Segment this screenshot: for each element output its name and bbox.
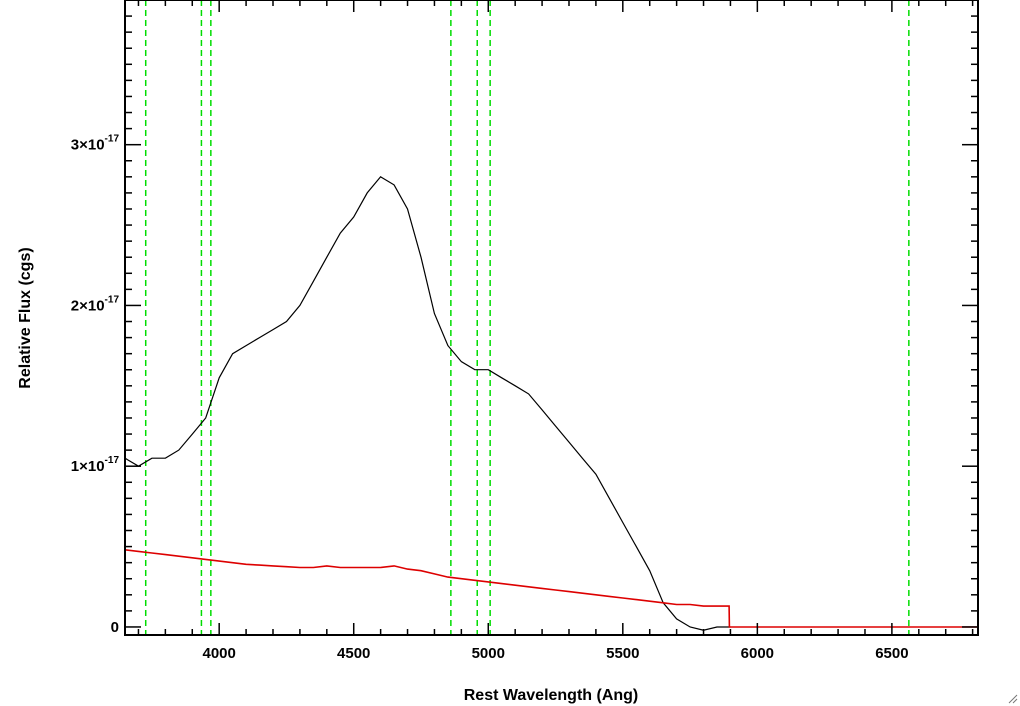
y-tick-mantissa: 0 xyxy=(111,619,119,636)
x-axis: 4000 4500 5000 5500 6000 6500 xyxy=(137,0,974,662)
y-tick-label: 3×10-17 xyxy=(71,134,120,154)
x-tick-label: 6000 xyxy=(741,645,774,662)
y-tick-mantissa: 3×10 xyxy=(71,137,105,154)
x-tick-label: 5000 xyxy=(472,645,505,662)
y-tick-label: 1×10-17 xyxy=(71,455,120,475)
series-line-1 xyxy=(124,549,978,628)
y-tick-mantissa: 2×10 xyxy=(71,297,105,314)
y-axis: 01×10-172×10-173×10-17 xyxy=(71,15,978,636)
plot-frame xyxy=(124,0,979,636)
x-axis-label: Rest Wavelength (Ang) xyxy=(464,687,639,704)
y-axis-label: Relative Flux (cgs) xyxy=(17,247,34,388)
series-line-0 xyxy=(124,176,731,631)
reference-lines xyxy=(144,0,910,635)
y-tick-exponent: -17 xyxy=(105,455,120,466)
y-tick-exponent: -17 xyxy=(105,294,120,305)
x-tick-label: 6500 xyxy=(875,645,908,662)
resize-grip-icon[interactable] xyxy=(1006,692,1018,704)
x-tick-label: 5500 xyxy=(606,645,639,662)
x-tick-label: 4000 xyxy=(202,645,235,662)
y-tick-label: 2×10-17 xyxy=(71,294,120,314)
x-tick-label: 4500 xyxy=(337,645,370,662)
spectrum-series xyxy=(124,176,978,631)
y-tick-exponent: -17 xyxy=(105,134,120,145)
y-tick-mantissa: 1×10 xyxy=(71,458,105,475)
y-tick-label: 0 xyxy=(111,619,119,636)
